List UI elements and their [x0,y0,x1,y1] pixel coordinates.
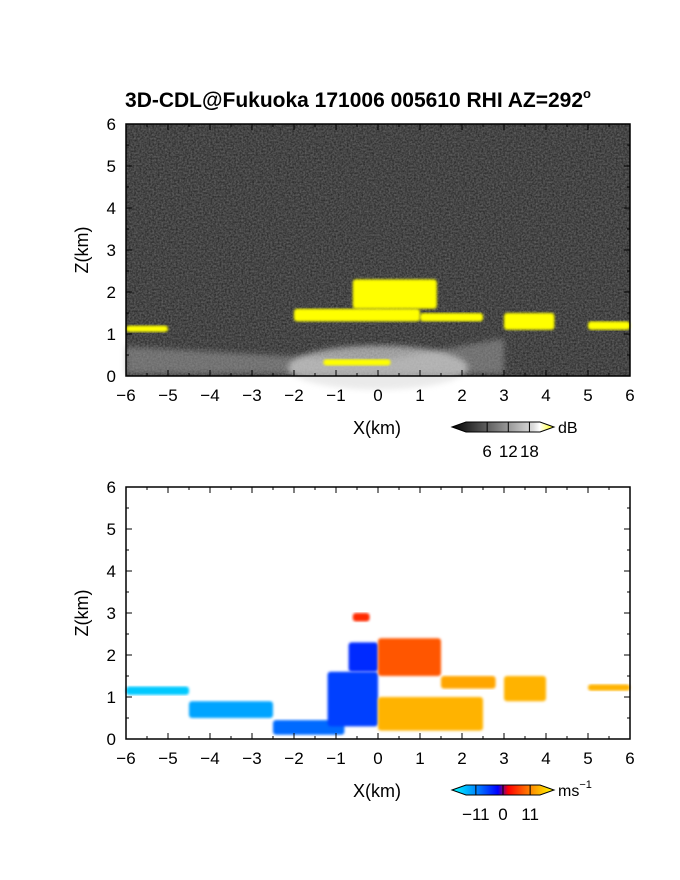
velocity-colorbar-ticks: −11 0 11 [462,785,539,824]
intensity-xtick-label: 2 [457,386,466,405]
intensity-axes: −6 −5 −4 −3 −2 −1 0 1 2 3 4 5 6 0 1 2 3 4 5 6 X(km) Z(km) [72,115,635,438]
intensity-low-glow [126,338,504,390]
velocity-xtick-label: 5 [583,749,592,768]
intensity-ytick-label: 2 [107,283,116,302]
velocity-region-0 [126,686,189,695]
intensity-xtick-label: 1 [415,386,424,405]
velocity-colorbar: −11 0 11 ms−1 [450,779,592,824]
velocity-cb-tick-label: 0 [498,805,507,824]
intensity-region-6 [126,325,168,332]
velocity-region-1 [189,701,273,718]
velocity-xtick-label: 3 [499,749,508,768]
intensity-ytick-label: 5 [107,157,116,176]
intensity-ytick-label: 4 [107,199,116,218]
intensity-xtick-label: 6 [625,386,634,405]
intensity-xtick-label: −2 [284,386,303,405]
intensity-ylabel: Z(km) [72,227,92,274]
intensity-regions [126,279,630,366]
intensity-ytick-label: 6 [107,115,116,134]
intensity-xlabel: X(km) [353,418,401,438]
intensity-xtick-label: −4 [200,386,219,405]
velocity-cb-tick-label: 11 [521,805,539,824]
intensity-region-2 [352,279,437,309]
velocity-ytick-label: 3 [107,604,116,623]
velocity-region-4 [348,642,378,672]
velocity-ytick-label: 1 [107,688,116,707]
velocity-xtick-label: −4 [200,749,219,768]
velocity-region-9 [588,684,630,691]
velocity-ytick-label: 4 [107,562,116,581]
velocity-xtick-label: 0 [373,749,382,768]
intensity-xtick-label: 0 [373,386,382,405]
velocity-panel: −6 −5 −4 −3 −2 −1 0 1 2 3 4 5 6 0 1 2 3 4 5 6 X(km) Z(km) [72,478,635,801]
velocity-xtick-label: 1 [415,749,424,768]
velocity-region-8 [504,676,546,702]
velocity-ytick-label: 2 [107,646,116,665]
velocity-region-2 [273,720,345,735]
intensity-ytick-label: 3 [107,241,116,260]
intensity-region-3 [420,313,483,322]
intensity-panel: −6 −5 −4 −3 −2 −1 0 1 2 3 4 5 6 0 1 2 3 4 5 6 X(km) Z(km) [72,115,635,438]
velocity-colorbar-unit: ms−1 [558,779,592,800]
intensity-ytick-label: 0 [107,367,116,386]
velocity-xtick-label: −5 [158,749,177,768]
intensity-colorbar-unit: dB [558,420,578,437]
intensity-colorbar: 6 12 18 dB [450,420,578,461]
intensity-region-0 [323,359,391,366]
velocity-xtick-label: 4 [541,749,550,768]
velocity-cb-tick-label: −11 [462,805,490,824]
velocity-regions [126,613,630,735]
velocity-region-10 [352,613,370,622]
velocity-ylabel: Z(km) [72,590,92,637]
velocity-region-6 [378,697,483,731]
intensity-colorbar-bar [450,421,556,433]
velocity-ytick-label: 0 [107,730,116,749]
intensity-xtick-label: −6 [116,386,135,405]
intensity-glow-core [288,345,468,390]
velocity-region-7 [441,676,496,689]
intensity-cb-tick-label: 12 [499,442,518,461]
velocity-xtick-label: −2 [284,749,303,768]
intensity-region-4 [504,313,555,330]
velocity-xlabel: X(km) [353,781,401,801]
velocity-xtick-label: −1 [326,749,345,768]
intensity-ytick-label: 1 [107,325,116,344]
velocity-xtick-label: 2 [457,749,466,768]
velocity-region-5 [378,638,441,676]
intensity-xtick-label: 5 [583,386,592,405]
intensity-noise-texture [126,124,630,376]
velocity-ytick-label: 5 [107,520,116,539]
intensity-xtick-label: 3 [499,386,508,405]
intensity-xtick-label: −5 [158,386,177,405]
velocity-xtick-label: 6 [625,749,634,768]
intensity-cb-tick-label: 18 [520,442,539,461]
intensity-xtick-label: −3 [242,386,261,405]
velocity-ytick-label: 6 [107,478,116,497]
velocity-xtick-label: −6 [116,749,135,768]
velocity-xtick-label: −3 [242,749,261,768]
velocity-axes: −6 −5 −4 −3 −2 −1 0 1 2 3 4 5 6 0 1 2 3 4 5 6 X(km) Z(km) [72,478,635,801]
intensity-region-5 [588,321,630,330]
intensity-colorbar-ticks: 6 12 18 [482,422,539,461]
intensity-xtick-label: −1 [326,386,345,405]
intensity-cb-tick-label: 6 [482,442,491,461]
intensity-region-1 [294,308,420,322]
intensity-xtick-label: 4 [541,386,550,405]
velocity-region-3 [327,671,378,727]
chart-title: 3D-CDL@Fukuoka 171006 005610 RHI AZ=292o [125,86,591,112]
